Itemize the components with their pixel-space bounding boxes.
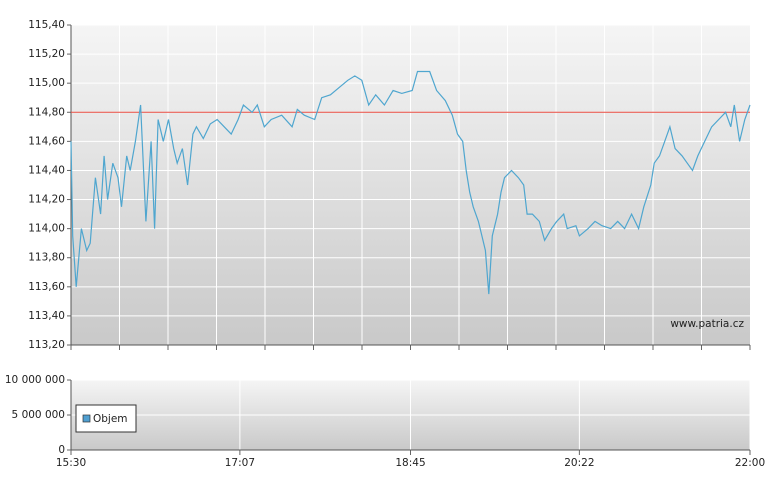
y-tick-label: 114,80 xyxy=(28,106,65,118)
y-tick-label: 113,40 xyxy=(28,310,65,322)
y-tick-label: 114,00 xyxy=(28,223,65,235)
watermark: www.patria.cz xyxy=(670,318,744,330)
y-tick-label: 10 000 000 xyxy=(5,374,65,386)
y-tick-label: 115,40 xyxy=(28,19,65,31)
legend-box xyxy=(75,404,137,433)
x-tick-label: 22:00 xyxy=(735,457,765,469)
price-line xyxy=(70,70,751,295)
x-tick-label: 17:07 xyxy=(225,457,255,469)
y-tick-label: 114,40 xyxy=(28,164,65,176)
y-tick-label: 5 000 000 xyxy=(12,409,65,421)
legend-label: Objem xyxy=(93,413,128,425)
y-tick-label: 113,80 xyxy=(28,252,65,264)
legend-swatch xyxy=(82,414,91,423)
y-tick-label: 115,20 xyxy=(28,48,65,60)
y-tick-label: 113,60 xyxy=(28,281,65,293)
y-tick-label: 113,20 xyxy=(28,339,65,351)
x-tick-label: 20:22 xyxy=(564,457,594,469)
x-tick-label: 18:45 xyxy=(395,457,425,469)
y-tick-label: 115,00 xyxy=(28,77,65,89)
y-tick-label: 114,60 xyxy=(28,135,65,147)
y-tick-label: 0 xyxy=(58,444,65,456)
x-tick-label: 15:30 xyxy=(56,457,86,469)
y-tick-label: 114,20 xyxy=(28,194,65,206)
